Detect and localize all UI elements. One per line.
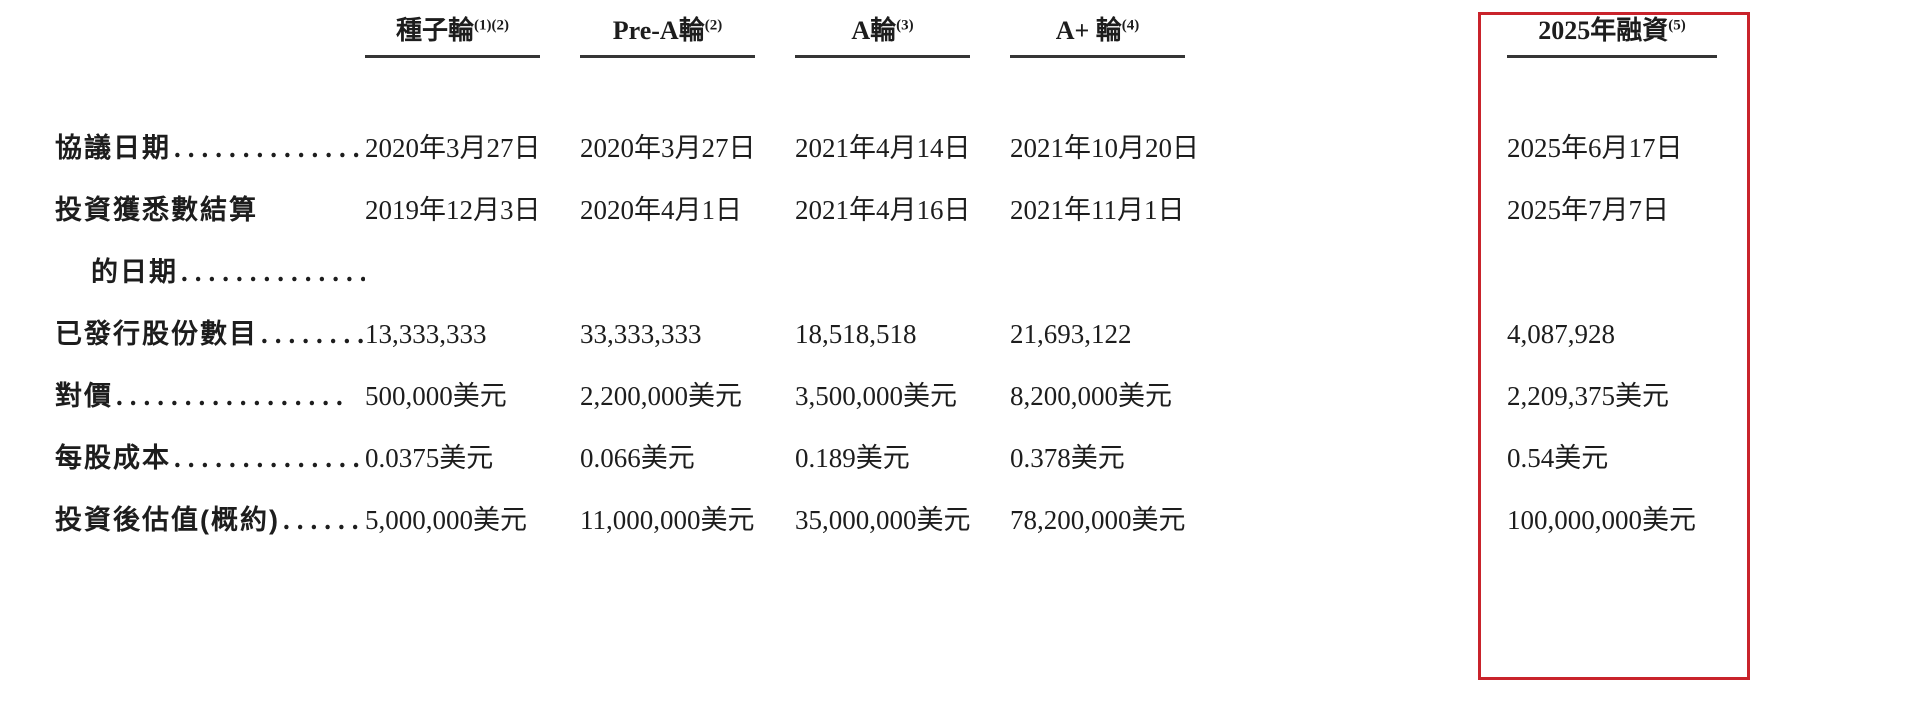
cell-value: 11,000,000美元 xyxy=(580,505,755,535)
cell-value: 33,333,333 xyxy=(580,319,702,349)
cell-value: 2021年4月14日 xyxy=(795,133,971,163)
row-label-text: 每股成本 xyxy=(55,443,171,473)
dot-leader: ...... xyxy=(282,505,365,535)
column-header-label: 2025年融資 xyxy=(1538,16,1669,45)
table-row-4: 已發行股份數目........ 13,333,333 33,333,333 18,51… xyxy=(55,319,1919,381)
column-header-label: 種子輪 xyxy=(396,16,475,45)
column-header-footnote: (3) xyxy=(896,17,914,34)
dot-leader: ................. xyxy=(116,381,350,411)
column-header-label: A輪 xyxy=(851,16,897,45)
column-header-footnote: (5) xyxy=(1668,17,1686,34)
cell-value: 500,000美元 xyxy=(365,381,507,411)
column-header-underline: A輪(3) xyxy=(795,16,970,58)
dot-leader: .............. xyxy=(181,257,365,287)
column-header-2: Pre-A輪(2) xyxy=(580,15,795,58)
row-label-text: 投資後估值(概約) xyxy=(55,505,280,535)
cell-value: 2021年4月16日 xyxy=(795,195,971,225)
table-body: 協議日期.............. 2020年3月27日 2020年3月27日 20… xyxy=(55,133,1919,567)
row-label: 每股成本.............. xyxy=(55,443,365,474)
column-header-underline: 2025年融資(5) xyxy=(1507,16,1717,58)
column-header-footnote: (1)(2) xyxy=(474,17,509,34)
row-label: 的日期.............. xyxy=(55,257,365,288)
cell-value: 0.0375美元 xyxy=(365,443,494,473)
cell-value: 2025年7月7日 xyxy=(1507,195,1669,225)
cell-value: 5,000,000美元 xyxy=(365,505,527,535)
cell-value: 78,200,000美元 xyxy=(1010,505,1186,535)
row-label-text: 對價 xyxy=(55,381,113,411)
column-header-3: A輪(3) xyxy=(795,15,1010,58)
cell-value: 2,209,375美元 xyxy=(1507,381,1669,411)
column-header-footnote: (2) xyxy=(704,17,723,34)
column-header-label: A+ 輪 xyxy=(1055,16,1122,45)
row-label-text: 的日期 xyxy=(91,257,178,287)
table-row-1: 協議日期.............. 2020年3月27日 2020年3月27日 20… xyxy=(55,133,1919,195)
cell-value: 3,500,000美元 xyxy=(795,381,957,411)
table-row-6: 每股成本.............. 0.0375美元 0.066美元 0.189美元… xyxy=(55,443,1919,505)
row-label: 投資獲悉數結算 xyxy=(55,195,365,226)
cell-value: 2021年11月1日 xyxy=(1010,195,1185,225)
dot-leader: ........ xyxy=(261,319,365,349)
row-label-text: 投資獲悉數結算 xyxy=(55,195,258,225)
dot-leader: .............. xyxy=(174,443,365,473)
column-header-underline: A+ 輪(4) xyxy=(1010,16,1185,58)
cell-value: 21,693,122 xyxy=(1010,319,1132,349)
column-header-4: A+ 輪(4) xyxy=(1010,15,1225,58)
cell-value: 13,333,333 xyxy=(365,319,487,349)
table-row-2: 投資獲悉數結算 2019年12月3日 2020年4月1日 2021年4月16日 2021… xyxy=(55,195,1919,257)
table-row-5: 對價................. 500,000美元 2,200,000美元 3… xyxy=(55,381,1919,443)
row-label: 投資後估值(概約)...... xyxy=(55,505,365,536)
cell-value: 0.189美元 xyxy=(795,443,910,473)
cell-value: 2020年3月27日 xyxy=(580,133,756,163)
cell-value: 4,087,928 xyxy=(1507,319,1615,349)
cell-value: 18,518,518 xyxy=(795,319,917,349)
column-header-underline: Pre-A輪(2) xyxy=(580,16,755,58)
row-label: 對價................. xyxy=(55,381,365,412)
cell-value: 0.378美元 xyxy=(1010,443,1125,473)
cell-value: 2020年4月1日 xyxy=(580,195,742,225)
cell-value: 100,000,000美元 xyxy=(1507,505,1696,535)
dot-leader: .............. xyxy=(174,133,365,163)
row-label: 協議日期.............. xyxy=(55,133,365,164)
cell-value: 2025年6月17日 xyxy=(1507,133,1683,163)
column-header-label: Pre-A輪 xyxy=(612,16,705,45)
cell-value: 35,000,000美元 xyxy=(795,505,971,535)
cell-value: 2,200,000美元 xyxy=(580,381,742,411)
table-row-3: 的日期.............. xyxy=(55,257,1919,319)
column-header-5: 2025年融資(5) xyxy=(1495,15,1755,58)
column-header-footnote: (4) xyxy=(1121,17,1140,34)
table-row-7: 投資後估值(概約)...... 5,000,000美元 11,000,000美元 35… xyxy=(55,505,1919,567)
column-header-underline: 種子輪(1)(2) xyxy=(365,16,540,58)
header-row: 種子輪(1)(2) Pre-A輪(2) A輪(3) A+ 輪(4) 2025年融資(5) xyxy=(55,15,1919,60)
cell-value: 2020年3月27日 xyxy=(365,133,541,163)
row-label-text: 已發行股份數目 xyxy=(55,319,258,349)
row-label: 已發行股份數目........ xyxy=(55,319,365,350)
cell-value: 0.066美元 xyxy=(580,443,695,473)
cell-value: 8,200,000美元 xyxy=(1010,381,1172,411)
column-header-1: 種子輪(1)(2) xyxy=(365,15,580,58)
cell-value: 2019年12月3日 xyxy=(365,195,541,225)
row-label-text: 協議日期 xyxy=(55,133,171,163)
cell-value: 2021年10月20日 xyxy=(1010,133,1199,163)
cell-value: 0.54美元 xyxy=(1507,443,1609,473)
